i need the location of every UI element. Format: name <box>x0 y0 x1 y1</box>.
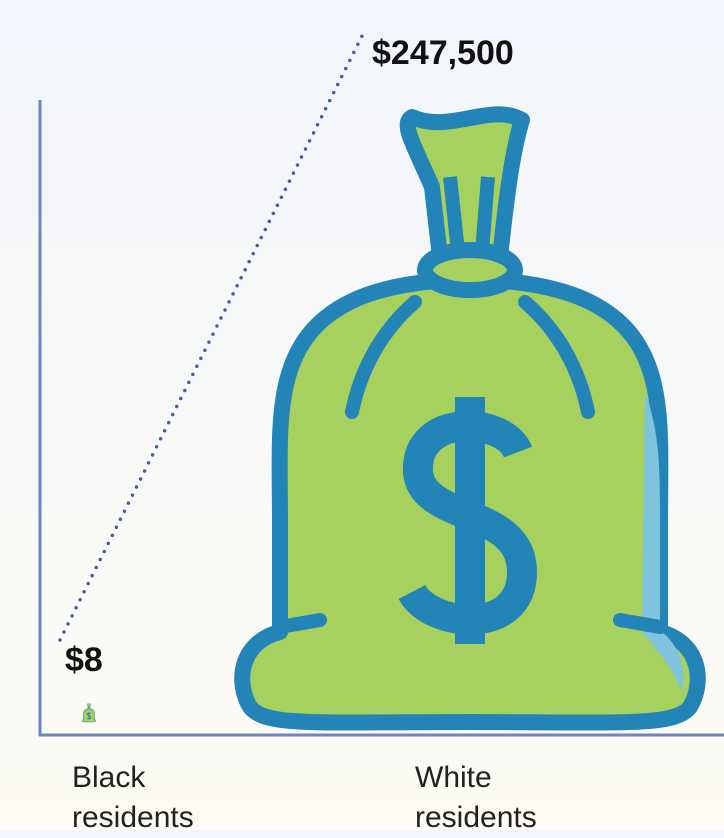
page: $8$247,500 (() => { const data = JSON.pa… <box>0 0 724 830</box>
chart: $8 $247,500 <box>0 0 724 830</box>
value-label: $247,500 <box>372 34 514 72</box>
bag-knot <box>425 250 515 290</box>
money-bag <box>242 114 698 722</box>
bag-knot <box>88 708 91 709</box>
bag-flap <box>87 704 90 708</box>
value-label: $8 <box>65 641 103 679</box>
bag-flap <box>408 114 522 257</box>
money-bag <box>82 704 96 722</box>
category-label: Black residents <box>72 758 242 838</box>
category-label: White residents <box>415 758 585 838</box>
